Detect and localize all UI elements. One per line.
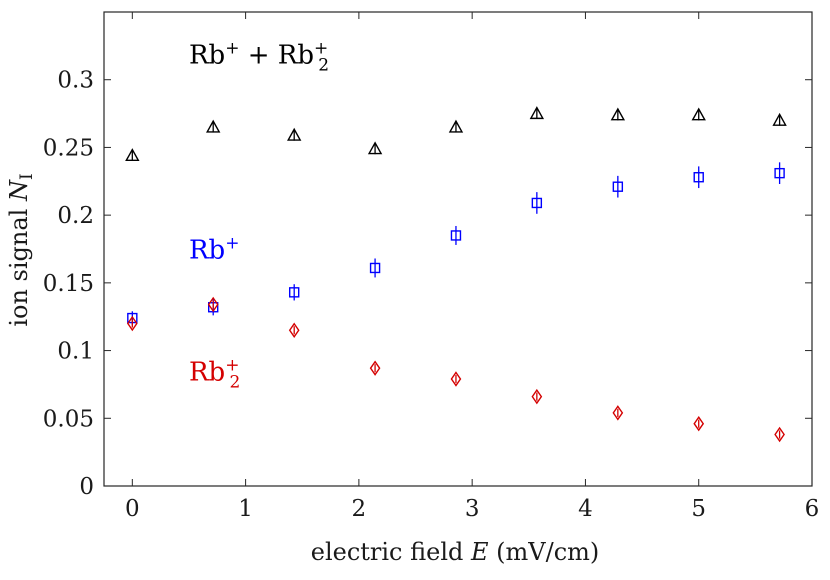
- x-tick-label: 1: [238, 496, 253, 522]
- x-tick-label: 6: [805, 496, 820, 522]
- data-point-square: [531, 197, 543, 209]
- data-point-triangle: [448, 119, 464, 133]
- data-point-diamond: [369, 360, 381, 376]
- data-point-triangle: [610, 107, 626, 121]
- data-point-diamond: [774, 426, 785, 443]
- data-point-square: [693, 172, 704, 183]
- data-point-triangle: [691, 107, 706, 121]
- data-point-triangle: [529, 106, 545, 120]
- data-point-square: [774, 167, 785, 179]
- data-point-diamond: [126, 315, 138, 332]
- annotation-dimer: Rb+ 2: [189, 355, 240, 392]
- data-point-triangle: [772, 112, 787, 126]
- y-tick-label: 0.2: [57, 203, 94, 229]
- data-point-triangle: [367, 141, 383, 155]
- plot-box: [103, 11, 813, 487]
- y-tick-label: 0.3: [57, 68, 94, 94]
- data-point-diamond: [531, 388, 543, 405]
- data-point-square: [369, 262, 381, 274]
- plot-frame: [103, 11, 813, 487]
- data-point-diamond: [450, 371, 462, 387]
- data-series: [125, 106, 787, 443]
- y-tick-label: 0.15: [43, 271, 94, 297]
- data-point-diamond: [612, 405, 624, 421]
- y-tick-label: 0.05: [43, 406, 94, 432]
- data-point-square: [288, 287, 300, 298]
- data-point-square: [450, 230, 462, 241]
- x-axis-title: electric field E (mV/cm): [311, 538, 600, 566]
- x-tick-label: 4: [578, 496, 593, 522]
- x-tick-label: 5: [691, 496, 706, 522]
- axis-tick-labels: 0 1 2 3 4 5 6 0 0.05 0.1 0.15 0.2 0.25 0.3: [43, 68, 820, 522]
- data-point-triangle: [206, 119, 221, 133]
- series-0: [125, 106, 787, 162]
- y-tick-label: 0.1: [57, 339, 94, 365]
- axis-ticks: [104, 12, 813, 487]
- x-tick-label: 0: [125, 496, 140, 522]
- series-2: [126, 296, 785, 443]
- data-point-diamond: [288, 322, 300, 338]
- x-tick-label: 2: [352, 496, 367, 522]
- data-point-diamond: [693, 415, 705, 432]
- y-tick-label: 0.25: [43, 135, 94, 161]
- data-point-triangle: [287, 127, 302, 141]
- y-axis-title: ion signal NI: [5, 173, 37, 326]
- data-point-square: [612, 181, 624, 192]
- annotation-monomer: Rb+: [189, 233, 239, 265]
- annotation-total: Rb+ + Rb+ 2: [189, 38, 329, 75]
- data-point-diamond: [207, 296, 219, 313]
- y-tick-label: 0: [79, 474, 94, 500]
- data-point-triangle: [125, 148, 140, 162]
- series-annotations: Rb+ + Rb+ 2 Rb+ Rb+ 2: [189, 38, 329, 392]
- x-tick-label: 3: [465, 496, 480, 522]
